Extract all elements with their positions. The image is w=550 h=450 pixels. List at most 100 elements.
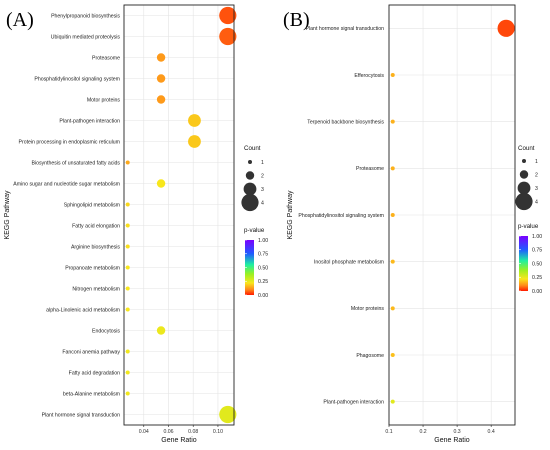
category-label: Phenylpropanoid biosynthesis [51,13,120,19]
category-label: Phosphatidylinositol signaling system [298,213,384,219]
category-label: Plant hormone signal transduction [42,412,121,418]
grid [388,5,515,425]
data-point [188,135,201,148]
color-bar [245,240,254,295]
color-legend-label: 0.50 [532,261,542,267]
color-legend-label: 0.25 [532,275,542,281]
category-label: Plant-pathogen interaction [323,399,384,405]
panel-b: (B) Plant hormone signal transduction Eff… [283,4,542,444]
color-legend-label: 0.50 [258,265,268,271]
data-point [156,95,166,104]
category-label: Arginine biosynthesis [71,244,120,250]
data-point [390,119,395,124]
category-label: Fatty acid elongation [72,223,120,229]
category-label: Protein processing in endoplasmic reticu… [19,139,121,145]
category-label: Proteasome [356,166,384,172]
category-label: Phagosome [356,353,384,359]
size-legend-dot [522,159,526,163]
category-labels: Plant hormone signal transduction Efferoc… [298,26,384,405]
x-tick-label: 0.4 [488,429,495,435]
data-point [219,6,237,25]
size-legend-dot [519,170,529,179]
data-point [125,265,130,270]
color-legend-title: p-value [244,227,265,234]
x-tick-label: 0.3 [453,429,460,435]
category-label: Endocytosis [92,328,120,334]
category-label: Phosphatidylinositol signaling system [34,76,120,82]
data-point [219,27,237,46]
grid [124,5,234,425]
data-point [390,213,395,217]
category-label: Efferocytosis [354,73,384,79]
plot-frame [388,4,516,426]
category-label: Nitrogen metabolism [72,286,120,292]
size-legend-label: 3 [535,186,538,192]
data-point [390,353,395,357]
size-legend-dot [515,192,533,211]
color-legend-label: 0.75 [258,252,268,258]
size-legend-dot [245,171,255,180]
data-point [390,166,395,171]
category-label: Sphingolipid metabolism [64,202,120,208]
category-label: alpha-Linolenic acid metabolism [46,307,120,313]
data-point [156,74,166,83]
color-bar [519,236,528,291]
plot-frame [123,4,235,426]
color-legend-label: 1.00 [258,238,268,244]
data-point [390,259,395,264]
x-tick-label: 0.10 [213,429,223,435]
size-legend-dot [517,181,531,195]
category-label: Amino sugar and nucleotide sugar metabol… [13,181,120,187]
data-point [390,399,395,404]
y-axis-title: KEGG Pathway [4,190,11,240]
color-legend-label: 1.00 [532,234,542,240]
size-legend-label: 1 [535,159,538,165]
data-point [125,370,130,375]
x-tick-label: 0.2 [419,429,426,435]
x-axis-title: Gene Ratio [161,437,197,444]
data-point [156,326,166,335]
x-tick-labels: 0.04 0.06 0.08 0.10 [139,425,223,435]
data-point [125,223,130,228]
panel-a: (A) Phenylpropanoid biosynthesis Ubiquiti… [4,4,268,444]
x-tick-label: 0.08 [188,429,198,435]
color-legend-title: p-value [518,223,539,230]
data-point [125,286,130,291]
data-point [188,114,201,127]
size-legend-label: 2 [261,173,264,179]
panel-label: (B) [283,9,310,31]
size-legend-dot [248,160,252,164]
size-legend-label: 4 [261,200,264,206]
category-label: Motor proteins [87,97,121,103]
category-label: Motor proteins [351,306,385,312]
size-legend-label: 4 [535,199,538,205]
color-legend-label: 0.75 [532,248,542,254]
data-point [125,391,130,396]
category-label: Plant-pathogen interaction [59,118,120,124]
color-legend-label: 0.00 [532,289,542,295]
category-label: Fanconi anemia pathway [62,349,120,355]
data-point [390,73,395,77]
x-tick-label: 0.06 [163,429,173,435]
data-point [125,202,130,207]
x-tick-label: 0.04 [139,429,149,435]
category-labels: Phenylpropanoid biosynthesis Ubiquitin me… [13,13,120,418]
category-label: Inositol phosphate metabolism [314,259,384,265]
category-label: Biosynthesis of unsaturated fatty acids [31,160,120,166]
size-legend-title: Count [518,145,535,152]
dots [390,19,515,404]
x-axis-title: Gene Ratio [434,437,470,444]
data-point [125,160,130,165]
category-label: Plant hormone signal transduction [306,26,385,32]
x-tick-label: 0.1 [385,429,392,435]
color-legend-label: 0.25 [258,279,268,285]
size-legend-label: 1 [261,160,264,166]
category-label: Terpenoid backbone biosynthesis [307,119,384,125]
legend: Count 1 2 3 4 p-value 1.00 0.75 0.50 0.25 0.00 [241,145,268,299]
panel-label: (A) [6,9,34,31]
size-legend-title: Count [244,145,261,152]
dots [125,6,237,424]
size-legend-dot [243,182,257,196]
legend: Count 1 2 3 4 p-value 1.00 0.75 0.50 0.25 0.00 [515,145,542,295]
